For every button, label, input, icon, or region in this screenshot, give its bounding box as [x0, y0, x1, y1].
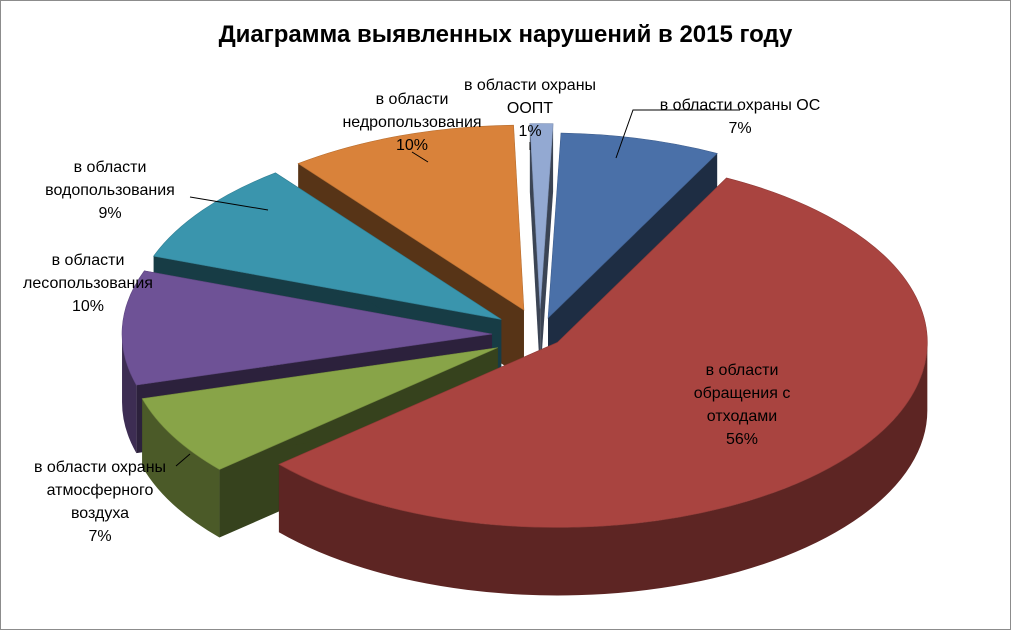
slice-category-label: отходами — [707, 408, 777, 425]
slice-value-label: 7% — [728, 120, 751, 137]
slice-category-label: в области охраны — [464, 77, 596, 94]
slice-label: в области водопользования 9% — [45, 159, 175, 222]
slice-category-label: в области — [74, 159, 147, 176]
slice-label: в области лесопользования 10% — [23, 252, 153, 315]
slice-category-label: обращения с — [694, 385, 791, 402]
slice-top-face — [153, 172, 502, 320]
slice-label: в области охраны ООПТ 1% — [464, 77, 596, 140]
slice-label: в области обращения с отходами 56% — [694, 362, 791, 448]
slice-category-label: в области — [706, 362, 779, 379]
slice-category-label: в области — [376, 91, 449, 108]
slice-top-face — [278, 177, 928, 528]
slice-outer-wall — [122, 334, 137, 454]
leader-line — [189, 196, 269, 211]
slice-value-label: 7% — [88, 528, 111, 545]
slice-label: в области недропользования 10% — [342, 91, 481, 154]
leader-line — [615, 109, 740, 159]
slice-side-face — [529, 123, 541, 377]
slice-top-face — [297, 124, 525, 311]
slice-category-label: недропользования — [342, 114, 481, 131]
pie-slice-1 — [278, 177, 928, 596]
slice-value-label: 10% — [396, 137, 428, 154]
slice-top-face — [529, 123, 554, 309]
slice-value-label: 9% — [98, 205, 121, 222]
slice-outer-wall — [278, 342, 928, 596]
slice-category-label: воздуха — [71, 505, 129, 522]
slice-category-label: ООПТ — [507, 100, 553, 117]
slice-category-label: лесопользования — [23, 275, 153, 292]
chart-title: Диаграмма выявленных нарушений в 2015 го… — [218, 21, 793, 48]
slice-top-face — [141, 347, 498, 470]
slice-category-label: в области — [52, 252, 125, 269]
leader-line — [175, 453, 191, 467]
slice-value-label: 1% — [518, 123, 541, 140]
slice-value-label: 10% — [72, 298, 104, 315]
slice-category-label: в области охраны — [34, 459, 166, 476]
slice-outer-wall — [142, 398, 220, 538]
slice-label: в области охраны ОС 7% — [660, 97, 821, 137]
slice-value-label: 56% — [726, 431, 758, 448]
pie-slice-6 — [529, 123, 554, 377]
slice-category-label: в области охраны ОС — [660, 97, 821, 114]
leader-line — [411, 151, 429, 163]
slice-label: в области охраны атмосферного воздуха 7% — [34, 459, 166, 545]
slice-top-face — [547, 132, 718, 319]
slice-category-label: атмосферного — [47, 482, 154, 499]
slice-side-face — [540, 123, 554, 377]
slice-category-label: водопользования — [45, 182, 175, 199]
slice-top-face — [121, 270, 493, 386]
